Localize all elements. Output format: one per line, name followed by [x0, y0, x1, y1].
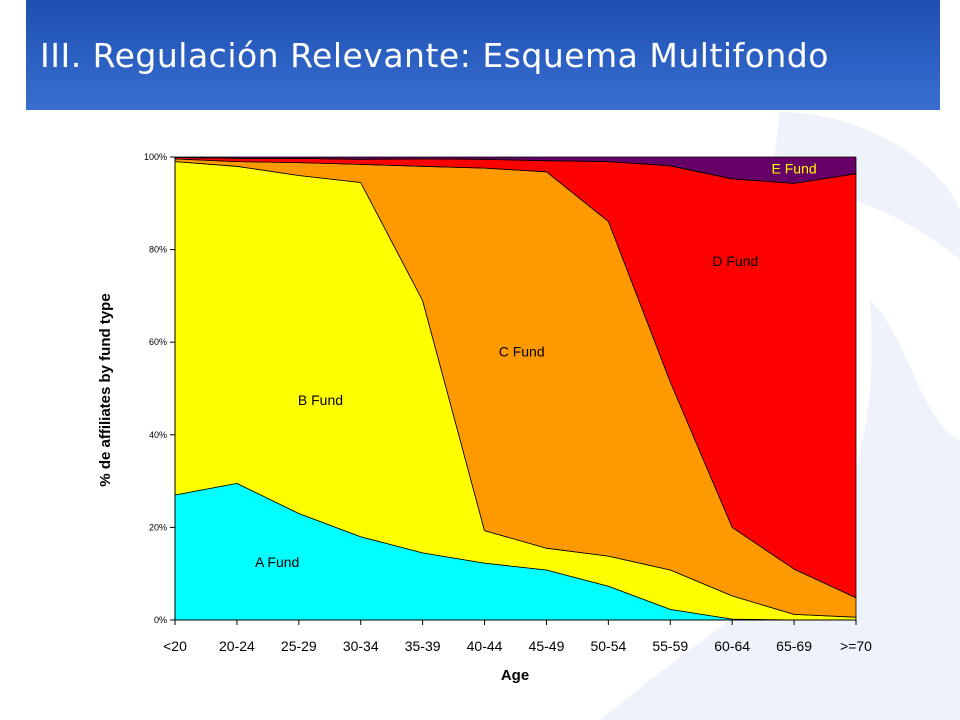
y-tick-label: 20% [149, 522, 167, 532]
x-tick-label: 35-39 [405, 638, 441, 654]
series-label-e-fund: E Fund [772, 161, 817, 177]
title-bar: III. Regulación Relevante: Esquema Multi… [26, 0, 940, 110]
series-label-d-fund: D Fund [712, 253, 758, 269]
decoration-shape-right [600, 300, 960, 720]
x-tick-label: 45-49 [529, 638, 565, 654]
y-tick-label: 100% [144, 152, 167, 162]
x-tick-label: >=70 [840, 638, 872, 654]
x-tick-label: 60-64 [714, 638, 750, 654]
slide-title: III. Regulación Relevante: Esquema Multi… [40, 36, 829, 75]
y-tick-label: 0% [154, 615, 167, 625]
x-tick-label: 20-24 [219, 638, 255, 654]
x-tick-label: 25-29 [281, 638, 317, 654]
x-tick-label: 30-34 [343, 638, 379, 654]
x-tick-label: 50-54 [590, 638, 626, 654]
area-e-fund [174, 156, 857, 184]
series-label-b-fund: B Fund [298, 392, 343, 408]
series-label-c-fund: C Fund [499, 343, 545, 359]
x-tick-label: 40-44 [467, 638, 503, 654]
decoration-figure [880, 409, 946, 660]
series-labels: A Fund B Fund C Fund D Fund E Fund [255, 161, 817, 571]
chart-axes: 0% 20% 40% 60% 80% 100% <20 20-24 25-29 30-34 35-3… [144, 152, 872, 654]
series-label-a-fund: A Fund [255, 554, 299, 570]
x-axis-label: Age [501, 667, 529, 684]
decoration-arc-top [770, 112, 960, 260]
y-tick-label: 80% [149, 245, 167, 255]
x-tick-label: <20 [163, 638, 187, 654]
chart-areas [174, 156, 857, 621]
y-tick-label: 40% [149, 430, 167, 440]
x-tick-label: 55-59 [652, 638, 688, 654]
x-tick-label: 65-69 [776, 638, 812, 654]
y-tick-label: 60% [149, 337, 167, 347]
y-axis-label: % de affiliates by fund type [97, 293, 114, 486]
